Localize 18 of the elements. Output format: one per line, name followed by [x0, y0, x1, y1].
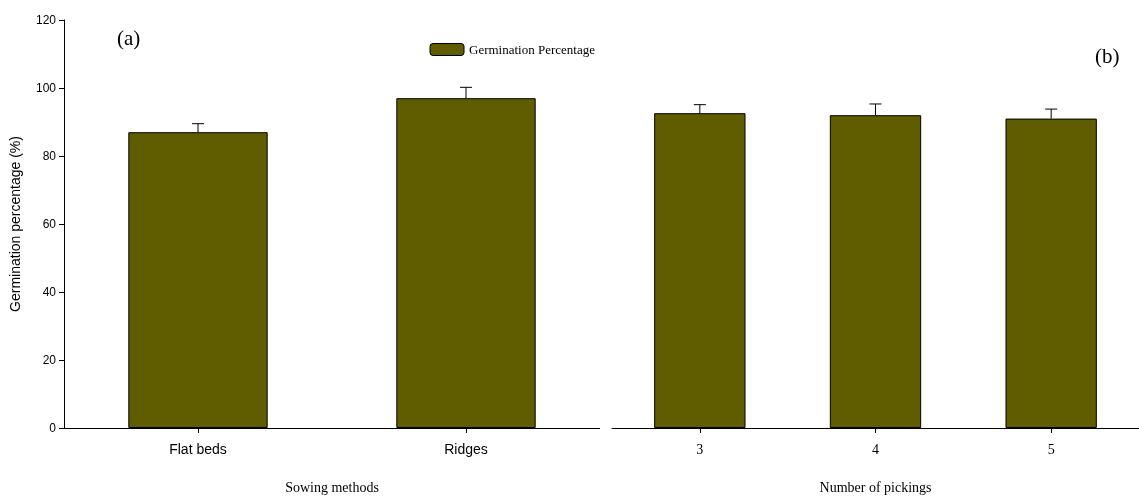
y-tick-label: 60 — [42, 217, 57, 231]
annotation: (a) — [117, 25, 141, 50]
x-tick-label: Ridges — [444, 441, 488, 457]
y-tick-label: 40 — [42, 285, 57, 299]
y-tick-label: 20 — [42, 353, 57, 367]
y-tick-label: 0 — [49, 421, 57, 435]
y-tick-label: 80 — [42, 149, 57, 163]
x-axis-title: Number of pickings — [819, 479, 932, 495]
x-tick-label: 5 — [1047, 441, 1055, 457]
y-tick-label: 120 — [35, 13, 57, 27]
x-axis-title: Sowing methods — [285, 479, 379, 495]
y-axis-title: Germination percentage (%) — [7, 136, 23, 312]
x-tick-label: 4 — [872, 441, 879, 457]
legend-label: Germination Percentage — [469, 42, 596, 57]
x-tick-label: 3 — [696, 441, 704, 457]
x-tick-label: Flat beds — [169, 441, 227, 457]
annotation: (b) — [1095, 43, 1120, 68]
y-tick-label: 100 — [35, 81, 57, 95]
